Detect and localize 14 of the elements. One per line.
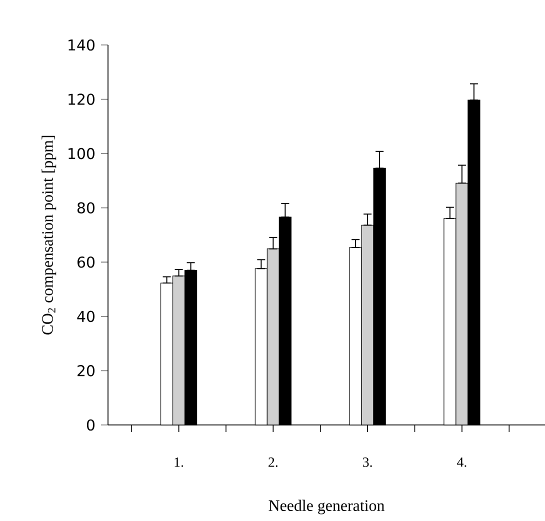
x-tick-label: 2.: [268, 458, 278, 467]
y-tick-label: 0: [86, 419, 94, 431]
x-tick-label: 4.: [456, 458, 466, 467]
y-tick-label: 140: [68, 39, 94, 51]
y-tick-label: 100: [68, 148, 94, 160]
y-tick-label: 80: [77, 202, 94, 214]
x-tick-label: 1.: [174, 457, 184, 467]
y-tick-label: 60: [78, 256, 94, 268]
x-axis-title: Needle generation: [268, 500, 384, 514]
x-tick-label: 3.: [363, 458, 372, 467]
y-tick-label: 40: [77, 310, 94, 322]
y-tick-label: 20: [78, 365, 94, 376]
y-tick-label: 120: [68, 94, 94, 105]
y-axis-title: CO$_{2}$ compensation point [ppm]: [42, 136, 56, 335]
